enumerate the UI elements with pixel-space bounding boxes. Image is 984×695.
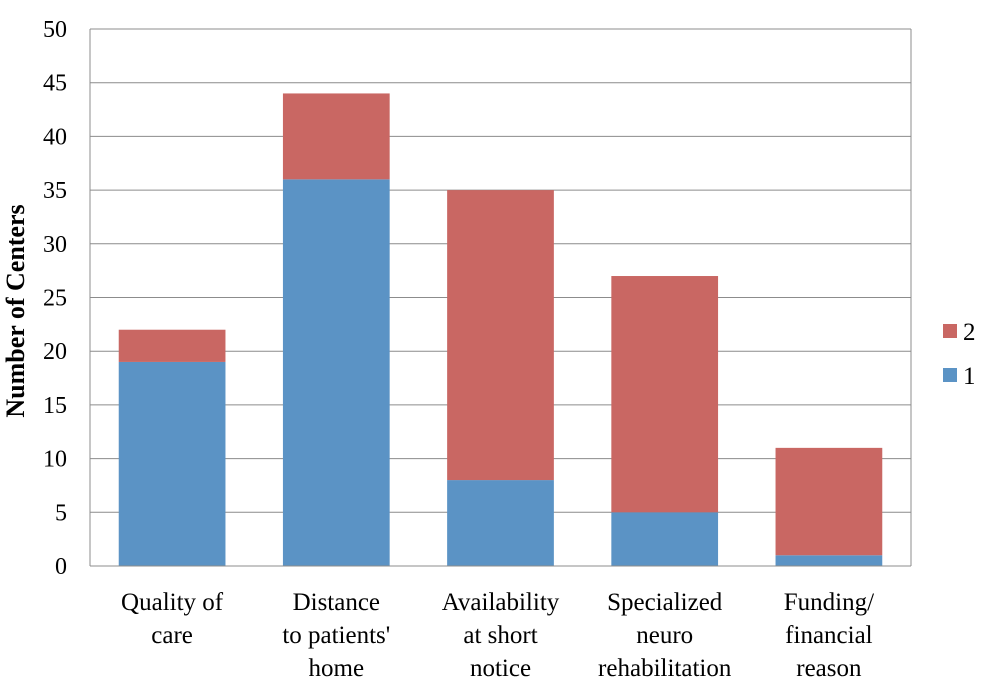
y-tick-label: 5	[55, 500, 67, 526]
y-tick-label: 20	[43, 339, 67, 365]
x-category-label: to patients'	[282, 622, 390, 649]
x-category-label: Funding/	[784, 589, 874, 616]
y-tick-label: 35	[43, 178, 67, 204]
y-tick-label: 45	[43, 71, 67, 97]
y-tick-label: 10	[43, 447, 67, 473]
x-category-label: home	[309, 655, 365, 682]
legend-swatch-1	[943, 368, 957, 382]
bar-series-2	[447, 190, 554, 481]
axes	[89, 29, 912, 567]
bar-series-1	[611, 512, 719, 566]
legend-label-1: 1	[963, 363, 976, 390]
bars	[118, 93, 883, 567]
x-category-labels: Quality of care Distance to patients' home Av…	[121, 589, 874, 682]
y-tick-label: 25	[43, 286, 67, 312]
x-category-label: reason	[796, 655, 862, 682]
legend-label-2: 2	[963, 319, 976, 346]
bar-series-1	[447, 480, 554, 566]
y-axis-title: Number of Centers	[1, 204, 30, 417]
bar-series-1	[282, 179, 390, 567]
legend-swatch-2	[943, 324, 957, 338]
y-tick-labels: 0 5 10 15 20 25 30 35 40 45 50	[43, 17, 67, 580]
bar-series-1	[118, 361, 226, 566]
y-tick-label: 30	[43, 232, 67, 258]
bar-series-2	[118, 329, 226, 362]
x-category-label: Distance	[293, 589, 380, 616]
bar-series-2	[282, 93, 390, 180]
legend: 21	[943, 319, 976, 390]
x-category-label: at short	[463, 622, 537, 649]
x-category-label: financial	[785, 622, 873, 649]
bar-series-1	[775, 555, 883, 566]
x-category-label: Availability	[442, 589, 560, 616]
x-category-label: notice	[470, 655, 531, 682]
bar-series-2	[611, 276, 719, 513]
x-category-label: rehabilitation	[598, 655, 732, 682]
y-tick-label: 15	[43, 393, 67, 419]
x-category-label: neuro	[636, 622, 693, 649]
y-tick-label: 0	[55, 554, 67, 580]
y-tick-label: 50	[43, 17, 67, 43]
y-tick-label: 40	[43, 124, 67, 150]
bar-series-2	[775, 447, 883, 556]
x-category-label: care	[151, 622, 193, 649]
x-category-label: Quality of	[121, 589, 224, 616]
x-category-label: Specialized	[607, 589, 723, 616]
